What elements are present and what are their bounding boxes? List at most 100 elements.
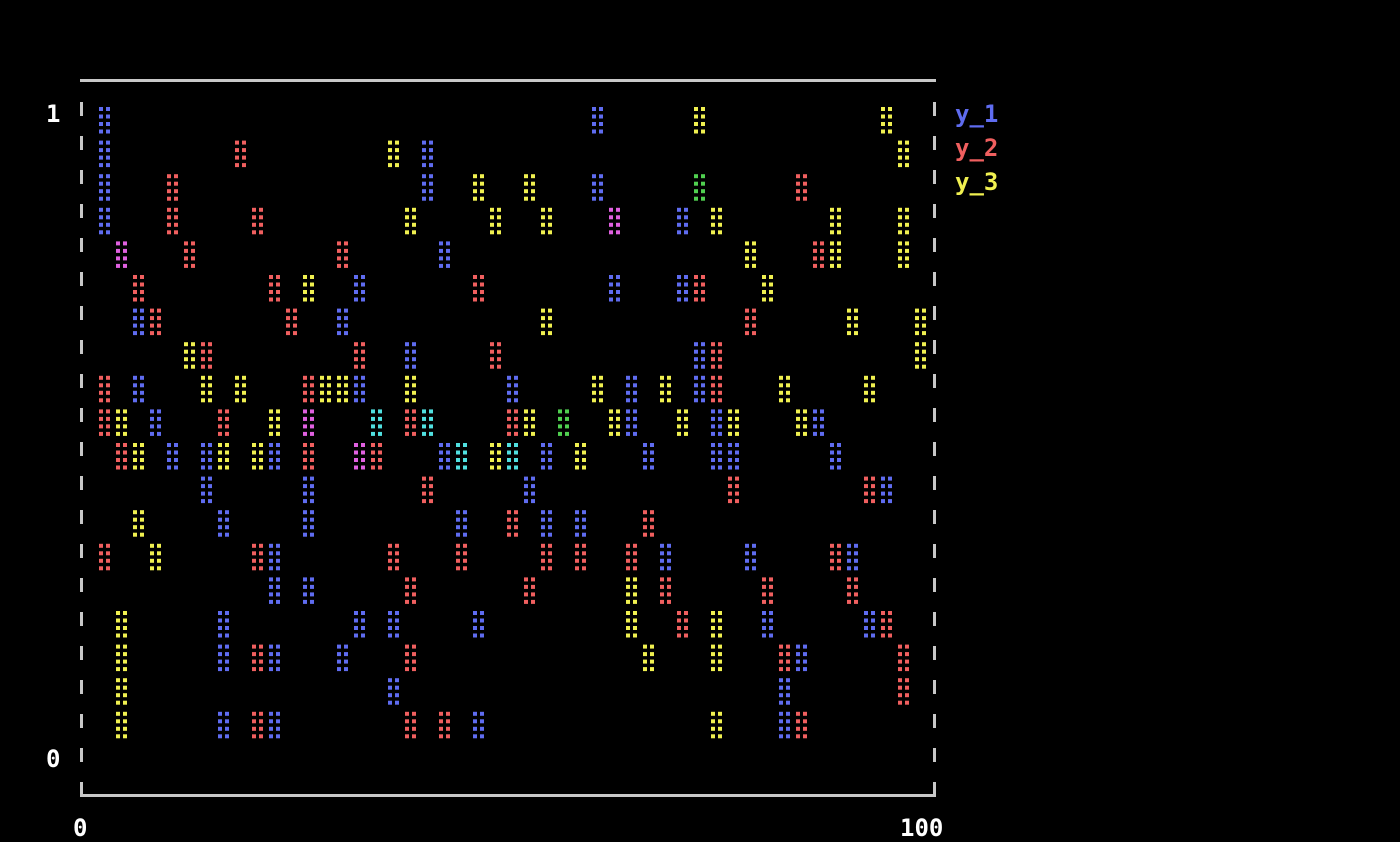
- braille-dot: [575, 558, 579, 563]
- data-point-cell: [133, 375, 144, 403]
- braille-dot: [344, 241, 348, 246]
- braille-dot: [677, 618, 681, 623]
- braille-dot: [864, 626, 868, 630]
- braille-dot: [354, 450, 358, 455]
- braille-dot: [259, 551, 263, 556]
- braille-dot: [480, 275, 484, 279]
- braille-dot: [854, 323, 858, 328]
- braille-dot: [354, 290, 358, 294]
- braille-dot: [650, 659, 654, 664]
- braille-dot: [830, 263, 834, 268]
- braille-dot: [871, 611, 875, 615]
- braille-dot: [548, 450, 552, 455]
- braille-dot: [480, 618, 484, 623]
- braille-dot: [405, 584, 409, 589]
- braille-dot: [626, 558, 630, 563]
- braille-dot: [191, 349, 195, 354]
- braille-dot: [922, 364, 926, 369]
- braille-dot: [208, 450, 212, 455]
- braille-dot: [837, 558, 841, 563]
- braille-dot: [905, 263, 909, 268]
- data-point-cell: [303, 375, 314, 403]
- braille-dot: [310, 517, 314, 522]
- braille-dot: [388, 163, 392, 168]
- data-point-cell: [660, 577, 671, 604]
- braille-dot: [412, 577, 416, 582]
- braille-dot: [769, 618, 773, 623]
- braille-dot: [582, 525, 586, 530]
- braille-dot: [361, 450, 365, 455]
- braille-dot: [276, 290, 280, 294]
- braille-dot: [915, 308, 919, 313]
- data-point-cell: [252, 543, 263, 571]
- braille-dot: [405, 390, 409, 395]
- data-point-cell: [779, 711, 790, 739]
- braille-dot: [327, 390, 331, 395]
- braille-dot: [677, 215, 681, 220]
- braille-dot: [718, 431, 722, 436]
- braille-dot: [405, 364, 409, 369]
- braille-dot: [310, 275, 314, 279]
- braille-dot: [490, 215, 494, 220]
- braille-dot: [660, 390, 664, 395]
- braille-dot: [711, 458, 715, 462]
- braille-dot: [490, 443, 494, 447]
- braille-dot: [412, 734, 416, 739]
- braille-dot: [592, 375, 596, 380]
- braille-dot: [184, 364, 188, 369]
- braille-dot: [174, 458, 178, 462]
- braille-dot: [898, 667, 902, 672]
- braille-dot: [888, 122, 892, 126]
- braille-dot: [660, 584, 664, 589]
- braille-dot: [497, 450, 501, 455]
- braille-dot: [769, 290, 773, 294]
- data-point-cell: [167, 207, 178, 235]
- braille-dot: [837, 230, 841, 235]
- braille-dot: [711, 207, 715, 212]
- braille-dot: [140, 450, 144, 455]
- data-point-cell: [558, 409, 569, 436]
- braille-dot: [847, 543, 851, 548]
- braille-dot: [344, 323, 348, 328]
- braille-dot: [728, 424, 732, 429]
- braille-dot: [395, 633, 399, 638]
- data-point-cell: [507, 375, 518, 403]
- data-point-cell: [847, 577, 858, 604]
- braille-dot: [354, 443, 358, 447]
- braille-dot: [150, 416, 154, 421]
- braille-dot: [633, 618, 637, 623]
- braille-dot: [626, 633, 630, 638]
- braille-dot: [847, 316, 851, 321]
- braille-dot: [871, 390, 875, 395]
- braille-dot: [864, 484, 868, 489]
- braille-dot: [225, 416, 229, 421]
- braille-dot: [898, 163, 902, 168]
- braille-dot: [157, 566, 161, 571]
- braille-dot: [548, 331, 552, 336]
- braille-dot: [133, 443, 137, 447]
- braille-dot: [361, 375, 365, 380]
- data-point-cell: [405, 577, 416, 604]
- braille-dot: [225, 443, 229, 447]
- data-point-cell: [133, 510, 144, 537]
- braille-dot: [463, 465, 467, 470]
- braille-dot: [133, 458, 137, 462]
- braille-dot: [548, 443, 552, 447]
- braille-dot: [616, 207, 620, 212]
- braille-dot: [582, 566, 586, 571]
- data-point-cell: [490, 342, 501, 369]
- braille-dot: [405, 416, 409, 421]
- braille-dot: [626, 566, 630, 571]
- data-point-cell: [439, 241, 450, 268]
- braille-dot: [480, 611, 484, 615]
- braille-dot: [361, 342, 365, 347]
- braille-dot: [429, 181, 433, 186]
- braille-dot: [252, 543, 256, 548]
- braille-dot: [123, 256, 127, 261]
- braille-dot: [140, 383, 144, 388]
- braille-dot: [405, 207, 409, 212]
- braille-dot: [694, 275, 698, 279]
- data-point-cell: [456, 543, 467, 571]
- data-point-cell: [422, 409, 433, 436]
- braille-dot: [242, 163, 246, 168]
